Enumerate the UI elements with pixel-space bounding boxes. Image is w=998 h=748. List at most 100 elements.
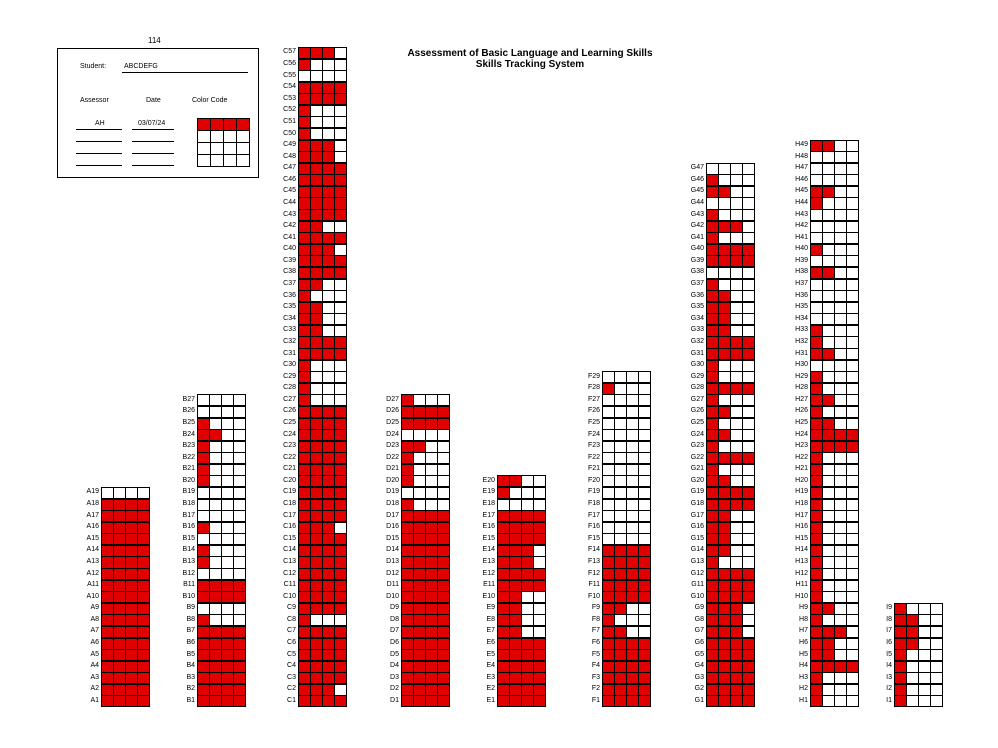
skill-cell[interactable] <box>298 625 311 639</box>
skill-cell[interactable] <box>322 510 335 523</box>
skill-cell[interactable] <box>413 463 426 476</box>
skill-cell[interactable] <box>638 394 651 407</box>
skill-cell[interactable] <box>906 695 919 708</box>
skill-cell[interactable] <box>638 533 651 546</box>
skill-cell[interactable] <box>846 405 859 418</box>
skill-cell[interactable] <box>521 602 534 615</box>
skill-cell[interactable] <box>822 440 835 453</box>
skill-cell[interactable] <box>509 475 522 488</box>
skill-cell[interactable] <box>730 313 743 326</box>
skill-cell[interactable] <box>718 429 731 442</box>
skill-cell[interactable] <box>298 139 311 152</box>
skill-cell[interactable] <box>730 625 743 639</box>
skill-cell[interactable] <box>310 544 323 557</box>
skill-cell[interactable] <box>137 556 150 569</box>
skill-cell[interactable] <box>521 637 534 650</box>
skill-cell[interactable] <box>310 660 323 673</box>
skill-cell[interactable] <box>718 637 731 650</box>
skill-cell[interactable] <box>413 405 426 418</box>
skill-cell[interactable] <box>425 452 438 465</box>
skill-cell[interactable] <box>822 266 835 280</box>
skill-cell[interactable] <box>730 463 743 476</box>
skill-cell[interactable] <box>125 695 138 708</box>
skill-cell[interactable] <box>334 394 347 407</box>
skill-cell[interactable] <box>401 672 414 685</box>
skill-cell[interactable] <box>233 452 246 465</box>
skill-cell[interactable] <box>125 486 138 500</box>
skill-cell[interactable] <box>137 683 150 696</box>
skill-cell[interactable] <box>846 649 859 662</box>
skill-cell[interactable] <box>413 510 426 523</box>
skill-cell[interactable] <box>125 625 138 639</box>
skill-cell[interactable] <box>834 243 847 256</box>
skill-cell[interactable] <box>298 486 311 500</box>
skill-cell[interactable] <box>125 649 138 662</box>
skill-cell[interactable] <box>742 660 755 673</box>
skill-cell[interactable] <box>730 382 743 395</box>
skill-cell[interactable] <box>742 313 755 326</box>
skill-cell[interactable] <box>602 382 615 395</box>
skill-cell[interactable] <box>834 672 847 685</box>
skill-cell[interactable] <box>334 359 347 372</box>
skill-cell[interactable] <box>626 486 639 500</box>
skill-cell[interactable] <box>810 625 823 639</box>
skill-cell[interactable] <box>401 660 414 673</box>
skill-cell[interactable] <box>101 510 114 523</box>
skill-cell[interactable] <box>401 683 414 696</box>
skill-cell[interactable] <box>298 521 311 534</box>
skill-cell[interactable] <box>322 498 335 511</box>
skill-cell[interactable] <box>197 625 210 639</box>
skill-cell[interactable] <box>846 440 859 453</box>
skill-cell[interactable] <box>810 486 823 500</box>
skill-cell[interactable] <box>221 475 234 488</box>
skill-cell[interactable] <box>101 637 114 650</box>
skill-cell[interactable] <box>533 510 546 523</box>
skill-cell[interactable] <box>810 440 823 453</box>
skill-cell[interactable] <box>521 625 534 639</box>
skill-cell[interactable] <box>742 232 755 245</box>
skill-cell[interactable] <box>209 463 222 476</box>
skill-cell[interactable] <box>425 591 438 604</box>
skill-cell[interactable] <box>894 649 907 662</box>
skill-cell[interactable] <box>334 672 347 685</box>
skill-cell[interactable] <box>718 486 731 500</box>
skill-cell[interactable] <box>413 556 426 569</box>
skill-cell[interactable] <box>221 637 234 650</box>
skill-cell[interactable] <box>125 683 138 696</box>
skill-cell[interactable] <box>730 660 743 673</box>
skill-cell[interactable] <box>834 440 847 453</box>
skill-cell[interactable] <box>322 602 335 615</box>
skill-cell[interactable] <box>221 521 234 534</box>
skill-cell[interactable] <box>101 614 114 627</box>
skill-cell[interactable] <box>822 382 835 395</box>
skill-cell[interactable] <box>137 625 150 639</box>
skill-cell[interactable] <box>730 290 743 303</box>
skill-cell[interactable] <box>209 637 222 650</box>
skill-cell[interactable] <box>718 672 731 685</box>
skill-cell[interactable] <box>906 637 919 650</box>
skill-cell[interactable] <box>137 602 150 615</box>
skill-cell[interactable] <box>834 139 847 152</box>
skill-cell[interactable] <box>509 510 522 523</box>
skill-cell[interactable] <box>298 290 311 303</box>
skill-cell[interactable] <box>425 544 438 557</box>
skill-cell[interactable] <box>310 405 323 418</box>
skill-cell[interactable] <box>334 533 347 546</box>
skill-cell[interactable] <box>221 417 234 430</box>
skill-cell[interactable] <box>401 440 414 453</box>
skill-cell[interactable] <box>718 209 731 222</box>
skill-cell[interactable] <box>930 602 943 615</box>
skill-cell[interactable] <box>730 394 743 407</box>
skill-cell[interactable] <box>310 116 323 129</box>
skill-cell[interactable] <box>706 313 719 326</box>
skill-cell[interactable] <box>810 185 823 198</box>
skill-cell[interactable] <box>101 544 114 557</box>
skill-cell[interactable] <box>197 533 210 546</box>
skill-cell[interactable] <box>626 614 639 627</box>
skill-cell[interactable] <box>401 429 414 442</box>
skill-cell[interactable] <box>233 649 246 662</box>
skill-cell[interactable] <box>209 544 222 557</box>
skill-cell[interactable] <box>113 591 126 604</box>
skill-cell[interactable] <box>718 452 731 465</box>
skill-cell[interactable] <box>810 614 823 627</box>
